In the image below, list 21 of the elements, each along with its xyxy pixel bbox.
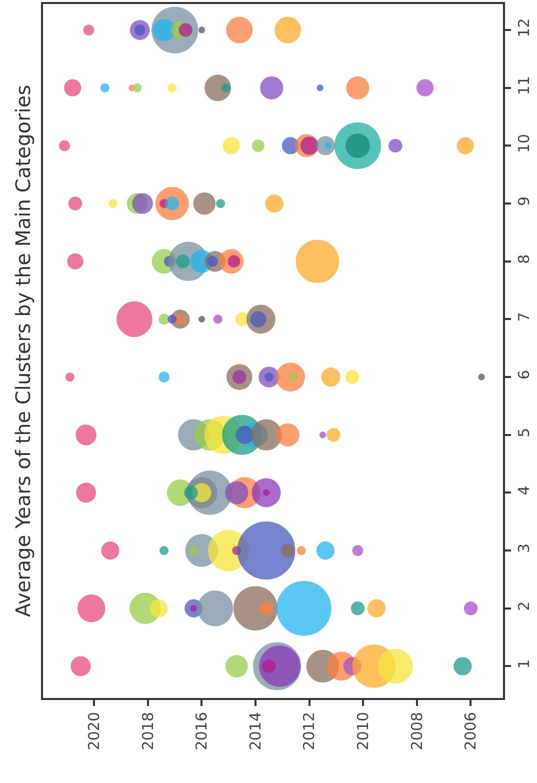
x-tick-label: 2006 <box>462 712 480 750</box>
x-tick-label: 2014 <box>246 712 264 750</box>
x-tick-label: 2012 <box>300 712 318 750</box>
y-tick-label: 12 <box>515 18 533 38</box>
y-tick-label: 1 <box>515 659 533 669</box>
y-tick-label: 9 <box>515 196 533 206</box>
y-tick-label: 10 <box>515 134 533 153</box>
x-tick-label: 2008 <box>408 712 426 750</box>
x-tick-label: 2016 <box>192 712 211 750</box>
x-tick-label: 2010 <box>354 712 372 750</box>
y-tick-label: 2 <box>515 601 533 611</box>
y-tick-label: 5 <box>515 428 533 438</box>
y-tick-label: 3 <box>515 544 533 554</box>
x-tick-label: 2020 <box>84 712 103 750</box>
x-tick-label: 2018 <box>138 712 157 750</box>
y-tick-label: 11 <box>515 76 533 96</box>
y-tick-label: 7 <box>515 312 533 322</box>
y-tick-label: 6 <box>515 370 533 380</box>
y-tick-label: 8 <box>515 254 533 264</box>
y-tick-label: 4 <box>515 486 533 496</box>
text: Average Years of the Clusters by the Main Categories <box>11 84 35 617</box>
